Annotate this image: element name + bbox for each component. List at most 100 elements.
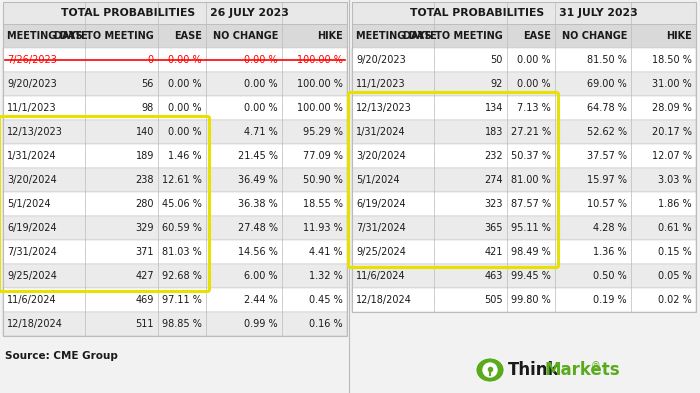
Bar bbox=[352, 288, 696, 312]
Text: 0.15 %: 0.15 % bbox=[658, 247, 692, 257]
Text: 95.29 %: 95.29 % bbox=[303, 127, 343, 137]
Text: 0.00 %: 0.00 % bbox=[244, 55, 278, 65]
Text: 97.11 %: 97.11 % bbox=[162, 295, 202, 305]
Text: 505: 505 bbox=[484, 295, 503, 305]
Text: 0.99 %: 0.99 % bbox=[244, 319, 278, 329]
Text: 31.00 %: 31.00 % bbox=[652, 79, 692, 89]
Text: 7.13 %: 7.13 % bbox=[517, 103, 551, 113]
Text: 11/1/2023: 11/1/2023 bbox=[7, 103, 57, 113]
Text: 81.50 %: 81.50 % bbox=[587, 55, 627, 65]
Text: 64.78 %: 64.78 % bbox=[587, 103, 627, 113]
Text: 45.06 %: 45.06 % bbox=[162, 199, 202, 209]
Text: MEETING DATE: MEETING DATE bbox=[356, 31, 437, 41]
Text: NO CHANGE: NO CHANGE bbox=[561, 31, 627, 41]
Text: 87.57 %: 87.57 % bbox=[511, 199, 551, 209]
Text: 0.02 %: 0.02 % bbox=[658, 295, 692, 305]
Bar bbox=[352, 240, 696, 264]
Text: 0.45 %: 0.45 % bbox=[309, 295, 343, 305]
Text: 0.16 %: 0.16 % bbox=[309, 319, 343, 329]
Bar bbox=[352, 72, 696, 96]
Text: 4.41 %: 4.41 % bbox=[309, 247, 343, 257]
Text: 0.00 %: 0.00 % bbox=[169, 55, 202, 65]
Text: 238: 238 bbox=[136, 175, 154, 185]
Text: 36.38 %: 36.38 % bbox=[238, 199, 278, 209]
Text: 60.59 %: 60.59 % bbox=[162, 223, 202, 233]
Text: 329: 329 bbox=[136, 223, 154, 233]
Text: 183: 183 bbox=[484, 127, 503, 137]
Text: 1.86 %: 1.86 % bbox=[659, 199, 692, 209]
Text: 0.00 %: 0.00 % bbox=[517, 79, 551, 89]
Bar bbox=[3, 168, 347, 192]
Bar bbox=[352, 168, 696, 192]
Circle shape bbox=[483, 363, 497, 377]
Text: 18.50 %: 18.50 % bbox=[652, 55, 692, 65]
Text: 9/20/2023: 9/20/2023 bbox=[356, 55, 406, 65]
Text: 140: 140 bbox=[136, 127, 154, 137]
Text: EASE: EASE bbox=[174, 31, 202, 41]
Text: 0.00 %: 0.00 % bbox=[244, 103, 278, 113]
Bar bbox=[3, 96, 347, 120]
Text: 92: 92 bbox=[491, 79, 503, 89]
Text: 11/6/2024: 11/6/2024 bbox=[7, 295, 57, 305]
Text: 5/1/2024: 5/1/2024 bbox=[7, 199, 50, 209]
Bar bbox=[3, 120, 347, 144]
Text: 56: 56 bbox=[141, 79, 154, 89]
Text: Think: Think bbox=[508, 361, 559, 379]
Text: 15.97 %: 15.97 % bbox=[587, 175, 627, 185]
Text: 10.57 %: 10.57 % bbox=[587, 199, 627, 209]
Text: 0.00 %: 0.00 % bbox=[169, 79, 202, 89]
Text: 11/6/2024: 11/6/2024 bbox=[356, 271, 405, 281]
Bar bbox=[352, 216, 696, 240]
Bar bbox=[3, 72, 347, 96]
Text: 5/1/2024: 5/1/2024 bbox=[356, 175, 400, 185]
Text: 189: 189 bbox=[136, 151, 154, 161]
Text: 11.93 %: 11.93 % bbox=[303, 223, 343, 233]
Text: 37.57 %: 37.57 % bbox=[587, 151, 627, 161]
Text: 0.00 %: 0.00 % bbox=[169, 127, 202, 137]
Bar bbox=[3, 2, 347, 24]
Text: 469: 469 bbox=[136, 295, 154, 305]
Bar bbox=[3, 264, 347, 288]
Text: 99.45 %: 99.45 % bbox=[511, 271, 551, 281]
Text: 0.00 %: 0.00 % bbox=[169, 103, 202, 113]
Bar bbox=[3, 192, 347, 216]
Text: 27.21 %: 27.21 % bbox=[511, 127, 551, 137]
Bar bbox=[3, 24, 347, 48]
Text: 280: 280 bbox=[136, 199, 154, 209]
Text: 134: 134 bbox=[484, 103, 503, 113]
Text: 20.17 %: 20.17 % bbox=[652, 127, 692, 137]
Bar bbox=[352, 48, 696, 72]
Bar bbox=[352, 96, 696, 120]
Bar bbox=[352, 264, 696, 288]
Text: 4.28 %: 4.28 % bbox=[594, 223, 627, 233]
Text: 1/31/2024: 1/31/2024 bbox=[7, 151, 57, 161]
Ellipse shape bbox=[476, 358, 504, 382]
Text: 77.09 %: 77.09 % bbox=[303, 151, 343, 161]
Text: HIKE: HIKE bbox=[317, 31, 343, 41]
Text: 7/31/2024: 7/31/2024 bbox=[356, 223, 406, 233]
Text: 6/19/2024: 6/19/2024 bbox=[356, 199, 405, 209]
Bar bbox=[3, 240, 347, 264]
Text: 0: 0 bbox=[148, 55, 154, 65]
Text: TOTAL PROBABILITIES    31 JULY 2023: TOTAL PROBABILITIES 31 JULY 2023 bbox=[410, 8, 638, 18]
Text: 323: 323 bbox=[484, 199, 503, 209]
Text: 0.00 %: 0.00 % bbox=[244, 79, 278, 89]
Text: 12.61 %: 12.61 % bbox=[162, 175, 202, 185]
Text: 12/13/2023: 12/13/2023 bbox=[7, 127, 63, 137]
Text: Source: CME Group: Source: CME Group bbox=[5, 351, 118, 361]
Text: 1.36 %: 1.36 % bbox=[594, 247, 627, 257]
Text: 0.00 %: 0.00 % bbox=[517, 55, 551, 65]
Bar bbox=[3, 144, 347, 168]
Text: 98.49 %: 98.49 % bbox=[511, 247, 551, 257]
Bar bbox=[3, 216, 347, 240]
Text: 7/26/2023: 7/26/2023 bbox=[7, 55, 57, 65]
Text: 27.48 %: 27.48 % bbox=[238, 223, 278, 233]
Bar bbox=[3, 2, 347, 336]
Text: 81.00 %: 81.00 % bbox=[511, 175, 551, 185]
Text: 95.11 %: 95.11 % bbox=[511, 223, 551, 233]
Text: 81.03 %: 81.03 % bbox=[162, 247, 202, 257]
Text: 6/19/2024: 6/19/2024 bbox=[7, 223, 57, 233]
Text: 0.19 %: 0.19 % bbox=[594, 295, 627, 305]
Text: 69.00 %: 69.00 % bbox=[587, 79, 627, 89]
Text: DAYS TO MEETING: DAYS TO MEETING bbox=[403, 31, 503, 41]
